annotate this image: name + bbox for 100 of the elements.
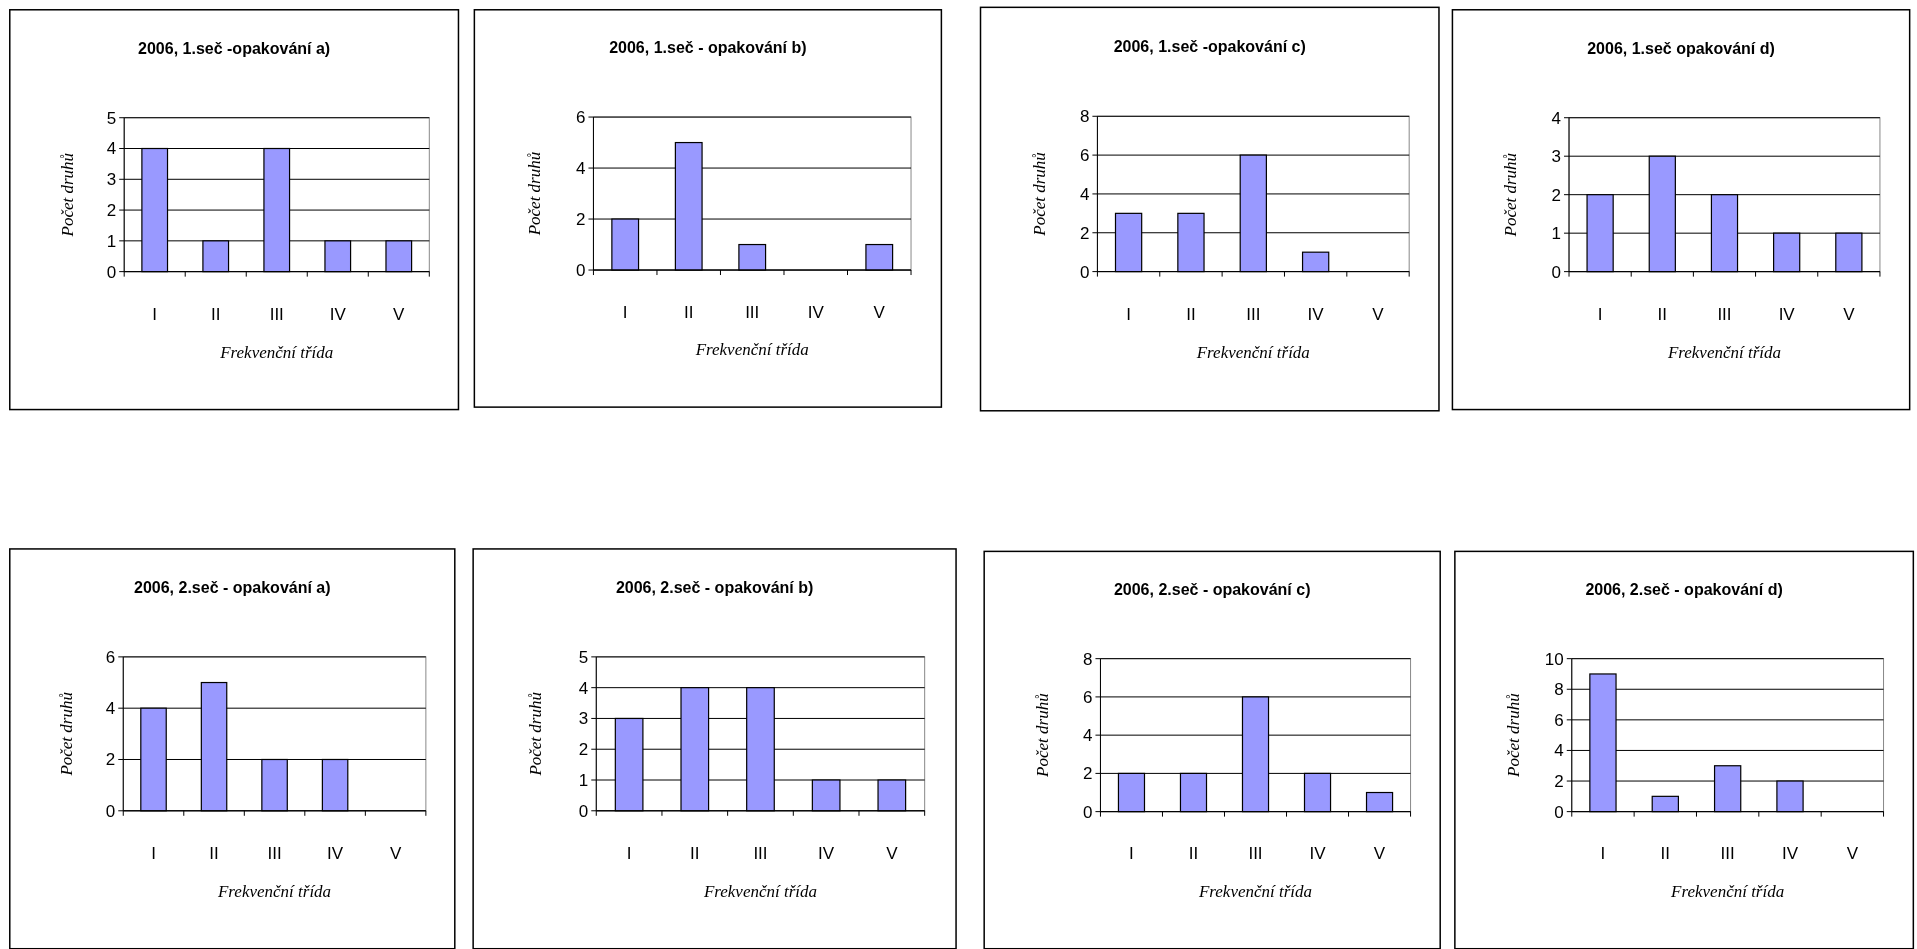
x-tick-label: IV	[327, 843, 344, 863]
y-axis-title: Počet druhů	[525, 692, 545, 777]
y-tick-label: 4	[105, 699, 116, 719]
y-tick-label: 6	[1079, 146, 1090, 166]
x-axis-title: Frekvenční třída	[1670, 882, 1785, 902]
x-tick-label: IV	[1778, 304, 1796, 324]
y-tick-label: 2	[1554, 771, 1564, 791]
x-tick-label: III	[1720, 844, 1735, 864]
y-tick-label: 2	[105, 750, 116, 770]
y-tick-label: 10	[1544, 649, 1564, 669]
y-tick-label: 1	[578, 770, 589, 790]
y-tick-label: 8	[1082, 649, 1093, 669]
x-axis-title: Frekvenční třída	[1197, 882, 1313, 902]
y-tick-label: 5	[106, 108, 117, 128]
x-tick-label: III	[267, 843, 282, 863]
x-tick-label: IV	[818, 843, 835, 863]
x-tick-label: I	[1126, 305, 1131, 325]
y-tick-label: 0	[1082, 802, 1093, 822]
chart-title: 2006, 2.seč - opakování d)	[1585, 581, 1783, 599]
y-tick-label: 2	[1551, 185, 1562, 205]
y-tick-label: 4	[1554, 741, 1564, 761]
x-tick-label: IV	[1309, 844, 1327, 864]
y-tick-label: 2	[578, 740, 589, 760]
y-tick-label: 6	[105, 647, 116, 667]
y-tick-label: 0	[1551, 262, 1562, 282]
y-tick-label: 6	[575, 108, 586, 128]
x-tick-label: I	[626, 843, 632, 863]
chart-title: 2006, 1.seč opakování d)	[1587, 39, 1775, 57]
x-tick-label: I	[1597, 304, 1603, 324]
y-tick-label: 5	[578, 647, 589, 667]
y-axis-title: Počet druhů	[524, 151, 544, 237]
x-tick-label: III	[753, 843, 768, 863]
x-tick-label: II	[690, 843, 700, 863]
chart-title: 2006, 2.seč - opakování c)	[1113, 581, 1311, 599]
y-axis-title: Počet druhů	[1504, 693, 1524, 778]
x-tick-label: V	[1373, 844, 1386, 864]
chart-title: 2006, 2.seč - opakování a)	[134, 578, 331, 596]
y-tick-label: 0	[578, 801, 589, 821]
chart-title: 2006, 1.seč -opakování a)	[138, 39, 331, 57]
y-axis-title: Počet druhů	[1029, 152, 1049, 237]
y-tick-label: 0	[105, 801, 116, 821]
chart-title: 2006, 1.seč - opakování b)	[609, 39, 807, 57]
y-tick-label: 3	[106, 170, 117, 190]
y-tick-label: 4	[1082, 726, 1093, 746]
y-axis-title: Počet druhů	[57, 692, 77, 777]
x-tick-label: I	[622, 302, 628, 322]
y-tick-label: 4	[1551, 108, 1562, 128]
x-tick-label: V	[389, 843, 402, 863]
y-axis-title: Počet druhů	[1033, 693, 1053, 778]
x-tick-label: III	[745, 302, 760, 322]
y-tick-label: 0	[575, 260, 586, 280]
y-tick-label: 2	[106, 201, 117, 221]
x-axis-title: Frekvenční třída	[1666, 342, 1782, 362]
x-tick-label: IV	[807, 302, 825, 322]
x-tick-label: III	[1248, 844, 1263, 864]
x-tick-label: II	[1186, 305, 1196, 325]
y-tick-label: 0	[106, 262, 117, 282]
y-tick-label: 2	[1079, 223, 1090, 243]
x-axis-title: Frekvenční třída	[219, 342, 334, 362]
x-axis-title: Frekvenční třída	[702, 881, 818, 901]
chart-title: 2006, 1.seč -opakování c)	[1113, 37, 1306, 55]
x-tick-label: IV	[329, 304, 347, 324]
chart-title: 2006, 2.seč - opakování b)	[615, 578, 814, 596]
y-axis-title: Počet druhů	[57, 152, 77, 238]
y-tick-label: 6	[1554, 710, 1564, 730]
x-axis-title: Frekvenční třída	[1195, 343, 1310, 363]
x-tick-label: II	[1660, 844, 1671, 864]
x-tick-label: I	[1600, 844, 1606, 864]
x-tick-label: II	[211, 304, 221, 324]
y-tick-label: 8	[1554, 680, 1564, 700]
x-tick-label: V	[1843, 304, 1856, 324]
x-tick-label: II	[1188, 844, 1199, 864]
y-tick-label: 1	[1551, 224, 1562, 244]
y-tick-label: 0	[1079, 262, 1090, 282]
x-tick-label: III	[269, 304, 284, 324]
x-tick-label: V	[393, 304, 406, 324]
x-tick-label: II	[1657, 304, 1668, 324]
y-tick-label: 6	[1082, 687, 1093, 707]
y-tick-label: 8	[1079, 107, 1090, 127]
x-tick-label: III	[1246, 305, 1261, 325]
y-tick-label: 4	[578, 678, 589, 698]
x-tick-label: IV	[1307, 305, 1325, 325]
y-tick-label: 4	[1079, 184, 1090, 204]
x-tick-label: I	[152, 304, 158, 324]
x-tick-label: III	[1717, 304, 1732, 324]
x-axis-title: Frekvenční třída	[694, 340, 809, 360]
x-tick-label: I	[151, 843, 156, 863]
x-tick-label: V	[873, 302, 886, 322]
x-tick-label: V	[886, 843, 899, 863]
y-tick-label: 4	[575, 159, 586, 178]
x-axis-title: Frekvenční třída	[217, 881, 332, 901]
x-tick-label: V	[1372, 305, 1385, 325]
y-tick-label: 3	[578, 709, 589, 729]
y-tick-label: 1	[106, 231, 117, 251]
y-tick-label: 3	[1551, 147, 1562, 167]
y-tick-label: 4	[106, 139, 117, 159]
y-axis-title: Počet druhů	[1501, 152, 1521, 238]
x-tick-label: IV	[1781, 844, 1799, 864]
y-tick-label: 0	[1554, 802, 1564, 822]
x-tick-label: I	[1129, 844, 1134, 864]
